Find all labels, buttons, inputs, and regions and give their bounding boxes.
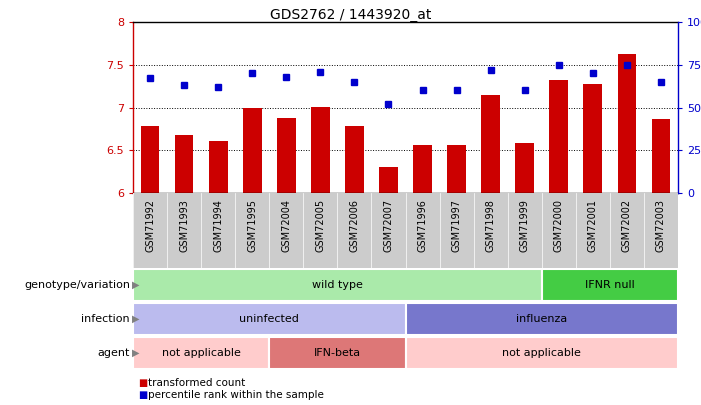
Bar [269, 337, 405, 369]
Text: GSM72003: GSM72003 [656, 199, 666, 252]
Text: ■: ■ [138, 378, 147, 388]
Text: GSM71998: GSM71998 [486, 199, 496, 252]
Text: uninfected: uninfected [239, 314, 299, 324]
Text: GSM72004: GSM72004 [281, 199, 292, 252]
Text: genotype/variation: genotype/variation [24, 280, 130, 290]
Text: transformed count: transformed count [148, 378, 245, 388]
Text: IFN-beta: IFN-beta [314, 348, 361, 358]
Text: GSM71992: GSM71992 [145, 199, 155, 252]
Text: IFNR null: IFNR null [585, 280, 634, 290]
Bar [175, 135, 193, 193]
Bar [542, 269, 678, 301]
Bar [550, 80, 568, 193]
Text: ▶: ▶ [132, 314, 139, 324]
Text: influenza: influenza [516, 314, 567, 324]
Text: GDS2762 / 1443920_at: GDS2762 / 1443920_at [270, 8, 431, 22]
Bar [277, 118, 296, 193]
Text: GSM72007: GSM72007 [383, 199, 393, 252]
Text: GSM72006: GSM72006 [349, 199, 360, 252]
Bar [311, 107, 329, 193]
Bar [405, 303, 678, 335]
Text: wild type: wild type [312, 280, 363, 290]
Text: GSM71995: GSM71995 [247, 199, 257, 252]
Bar [345, 126, 364, 193]
Bar [652, 119, 670, 193]
Text: percentile rank within the sample: percentile rank within the sample [148, 390, 324, 400]
Bar [515, 143, 534, 193]
Text: GSM71999: GSM71999 [519, 199, 530, 252]
Text: ▶: ▶ [132, 280, 139, 290]
Text: GSM71993: GSM71993 [179, 199, 189, 252]
Text: agent: agent [97, 348, 130, 358]
Text: GSM71996: GSM71996 [418, 199, 428, 252]
Bar [447, 145, 466, 193]
Text: GSM72001: GSM72001 [588, 199, 598, 252]
Text: GSM72000: GSM72000 [554, 199, 564, 252]
Text: GSM71997: GSM71997 [451, 199, 461, 252]
Bar [133, 269, 542, 301]
Text: GSM71994: GSM71994 [213, 199, 223, 252]
Bar [243, 109, 261, 193]
Bar [133, 303, 405, 335]
Bar [209, 141, 228, 193]
Text: not applicable: not applicable [162, 348, 240, 358]
Text: infection: infection [81, 314, 130, 324]
Bar [379, 167, 398, 193]
Bar [482, 95, 500, 193]
Text: ■: ■ [138, 390, 147, 400]
Text: ▶: ▶ [132, 348, 139, 358]
Bar [618, 55, 637, 193]
Text: not applicable: not applicable [503, 348, 581, 358]
Text: GSM72005: GSM72005 [315, 199, 325, 252]
Bar [583, 84, 602, 193]
Bar [141, 126, 159, 193]
Bar [413, 145, 432, 193]
Bar [405, 337, 678, 369]
Bar [133, 337, 269, 369]
Text: GSM72002: GSM72002 [622, 199, 632, 252]
